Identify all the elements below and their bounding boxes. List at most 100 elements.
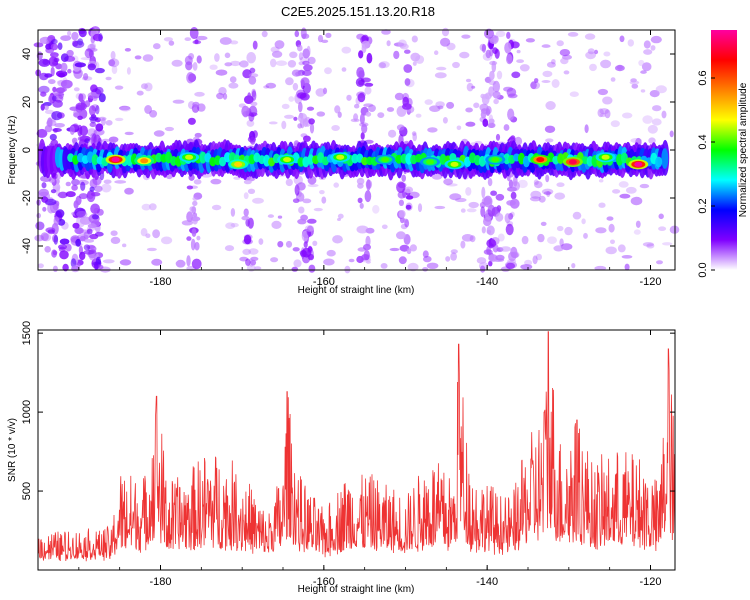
- spectrogram-cell: [404, 78, 411, 86]
- spectrogram-cell: [92, 214, 99, 220]
- spectrogram-cell: [601, 154, 610, 160]
- spectrogram-cell: [298, 52, 304, 61]
- spectrogram-cell: [211, 204, 222, 211]
- spectrogram-cell: [44, 246, 51, 253]
- spectrogram-cell: [119, 106, 131, 112]
- spectrogram-cell: [482, 118, 489, 128]
- spectrogram-cell: [192, 200, 198, 207]
- spectrogram-cell: [70, 258, 77, 268]
- spectrogram-cell: [461, 34, 471, 39]
- spectrogram-cell: [605, 246, 617, 255]
- spectrogram-cell: [554, 192, 566, 200]
- spectrogram-cell: [103, 179, 112, 184]
- spectrogram-cell: [337, 218, 341, 221]
- spectrogram-cell: [465, 78, 472, 83]
- spectrogram-cell: [622, 112, 633, 119]
- spectrogram-cell: [341, 46, 352, 54]
- spectrogram-cell: [642, 115, 653, 124]
- spectrogram-cell: [247, 188, 256, 194]
- spectrogram-cell: [56, 70, 68, 78]
- spectrogram-cell: [219, 37, 232, 45]
- spectrogram-cell: [493, 98, 499, 105]
- spectrogram-cell: [115, 117, 124, 122]
- spectrogram-cell: [60, 53, 69, 62]
- spectrogram-cell: [604, 109, 611, 119]
- spectrogram-cell: [98, 116, 107, 121]
- spectrogram-cell: [445, 256, 451, 262]
- spectrogram-cell: [299, 93, 310, 101]
- spectrogram-cell: [629, 80, 640, 85]
- spectrogram-cell: [42, 206, 47, 212]
- spectrogram-cell: [105, 76, 112, 81]
- spectrogram-cell: [53, 216, 60, 226]
- spectrogram-panel: -180 -160 -140 -120 -40 -20 0 20 40 Height of s…: [7, 26, 680, 296]
- spectrogram-cell: [94, 261, 99, 271]
- spectrogram-cell: [302, 70, 312, 76]
- spectrogram-cell: [584, 124, 589, 134]
- spectrogram-cell: [321, 196, 327, 204]
- spectrogram-cell: [504, 42, 512, 54]
- spectrogram-cell: [199, 151, 207, 164]
- spectrogram-cell: [248, 73, 259, 78]
- spectrogram-cell: [36, 128, 48, 138]
- spectrogram-cell: [297, 123, 303, 129]
- snr-panel: -180 -160 -140 -120 500 1000 1500 Height of s…: [7, 321, 676, 595]
- spectrogram-cell: [541, 188, 554, 195]
- spectrogram-cell: [424, 99, 433, 105]
- spectrogram-cell: [655, 85, 667, 94]
- spectrogram-cell: [134, 55, 142, 60]
- spectrogram-cell: [51, 111, 63, 121]
- spectrogram-cell: [210, 178, 222, 185]
- spectrogram-cell: [495, 193, 505, 201]
- spectrogram-cell: [393, 50, 400, 60]
- spectrogram-cell: [465, 187, 472, 196]
- spectrogram-cell: [65, 181, 72, 187]
- spectrogram-cell: [292, 247, 300, 252]
- spectrogram-cell: [52, 86, 57, 93]
- spectrogram-cell: [47, 117, 53, 128]
- spectrogram-cell: [164, 126, 174, 132]
- spectrogram-cell: [442, 117, 448, 124]
- spectrogram-cell: [152, 229, 161, 239]
- spectrogram-cell: [308, 118, 315, 125]
- spectrogram-cell: [40, 103, 45, 111]
- spectrogram-cell: [48, 79, 56, 85]
- spectrogram-cell: [146, 247, 157, 252]
- spectrogram-cell: [545, 174, 550, 183]
- x-tick-label: -140: [476, 576, 498, 588]
- spectrogram-cell: [507, 108, 515, 121]
- spectrogram-cell: [209, 64, 218, 70]
- spectrogram-cell: [460, 240, 466, 249]
- spectrogram-cell: [336, 154, 345, 160]
- spectrogram-cell: [54, 123, 65, 128]
- spectrogram-cell: [641, 62, 652, 72]
- spectrogram-cell: [246, 119, 255, 127]
- spectrogram-cell: [187, 117, 196, 125]
- spectrogram-cell: [186, 72, 195, 84]
- spectrogram-cell: [186, 236, 192, 241]
- spectrogram-cell: [662, 242, 673, 246]
- spectrogram-cell: [319, 190, 325, 195]
- spectrogram-cell: [298, 206, 305, 214]
- spectrogram-cell: [495, 30, 506, 38]
- spectrogram-cell: [215, 69, 228, 76]
- spectrogram-cell: [110, 236, 121, 244]
- spectrogram-cell: [281, 103, 290, 110]
- spectrogram-cell: [564, 226, 573, 236]
- spectrogram-cell: [643, 49, 653, 55]
- spectrogram-cell: [94, 185, 103, 193]
- spectrogram-cell: [357, 197, 363, 204]
- spectrogram-cell: [271, 220, 282, 229]
- spectrogram-cell: [600, 59, 612, 69]
- spectrogram-cell: [326, 249, 336, 257]
- spectrogram-cell: [480, 265, 486, 273]
- spectrogram-cell: [216, 92, 224, 100]
- spectrogram-cell: [489, 48, 494, 57]
- spectrogram-cell: [589, 63, 597, 72]
- spectrogram-cell: [94, 231, 104, 237]
- spectrogram-cell: [153, 43, 161, 50]
- spectrogram-cell: [59, 238, 70, 245]
- spectrogram-cell: [388, 129, 397, 138]
- spectrogram-cell: [358, 70, 365, 79]
- spectrogram-cell: [271, 50, 283, 58]
